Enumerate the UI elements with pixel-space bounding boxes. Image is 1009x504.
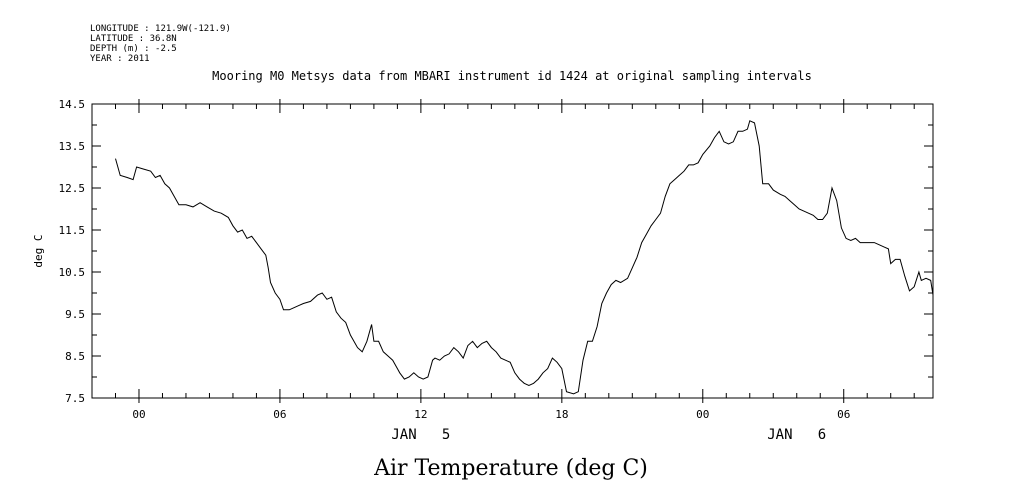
x-tick-label: 00 — [696, 408, 709, 421]
x-tick-label: 06 — [837, 408, 850, 421]
y-tick-label: 9.5 — [65, 308, 85, 321]
y-tick-label: 14.5 — [59, 98, 86, 111]
y-tick-label: 11.5 — [59, 224, 86, 237]
series-line — [115, 120, 934, 395]
y-tick-label: 8.5 — [65, 350, 85, 363]
date-label: JAN 5 — [391, 427, 450, 443]
date-label: JAN 6 — [767, 427, 826, 443]
metadata-block: LONGITUDE : 121.9W(-121.9) LATITUDE : 36… — [90, 24, 231, 64]
date-labels: JAN 5 JAN 6 — [391, 427, 826, 443]
y-tick-label: 10.5 — [59, 266, 86, 279]
y-tick-label: 7.5 — [65, 392, 85, 405]
y-axis-label: deg C — [32, 234, 45, 267]
x-tick-label: 06 — [273, 408, 286, 421]
y-tick-label: 13.5 — [59, 140, 86, 153]
x-axis: 00 06 12 18 00 06 — [91, 99, 915, 421]
x-tick-label: 12 — [414, 408, 427, 421]
metadata-year: YEAR : 2011 — [90, 54, 150, 64]
x-tick-label: 00 — [132, 408, 145, 421]
plot-frame — [91, 103, 934, 399]
metadata-depth: DEPTH (m) : -2.5 — [90, 44, 177, 54]
y-tick-label: 12.5 — [59, 182, 86, 195]
metadata-longitude: LONGITUDE : 121.9W(-121.9) — [90, 24, 231, 34]
y-axis: 14.5 13.5 12.5 11.5 10.5 9.5 8.5 7.5 — [59, 98, 933, 405]
x-tick-label: 18 — [555, 408, 568, 421]
metadata-latitude: LATITUDE : 36.8N — [90, 34, 177, 44]
footer-caption: Air Temperature (deg C) — [373, 456, 648, 481]
chart-title: Mooring M0 Metsys data from MBARI instru… — [212, 69, 812, 83]
